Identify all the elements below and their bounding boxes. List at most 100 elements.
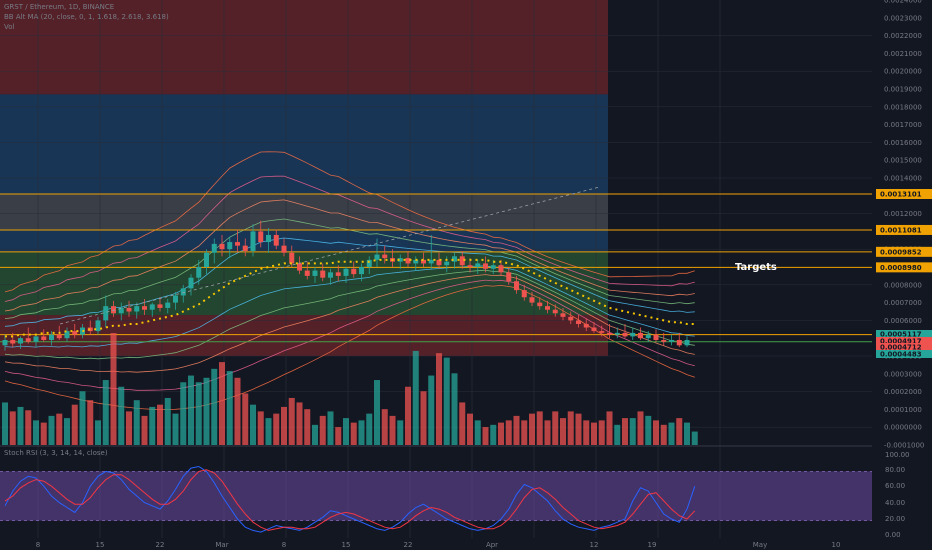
volume-bar: [443, 357, 450, 445]
candle-body: [266, 234, 271, 243]
candle-body: [676, 339, 682, 346]
band-line: [4, 274, 695, 373]
price-tick: 0.0014000: [884, 175, 922, 183]
candle-body: [359, 267, 364, 275]
candle-body: [374, 254, 380, 260]
time-axis[interactable]: 8 15 22 Mar 8 15 22 Apr 12 19 May 10: [36, 541, 841, 549]
ma-basis: [5, 258, 695, 338]
volume-bar: [56, 413, 63, 445]
volume-bar: [374, 380, 380, 445]
volume-bar: [637, 411, 644, 445]
candle-body: [33, 336, 39, 342]
band-line: [4, 237, 695, 327]
volume-bar: [71, 404, 78, 445]
volume-bar: [312, 424, 318, 445]
candle-body: [661, 339, 667, 342]
candle-body: [87, 327, 93, 332]
volume-bar: [87, 400, 94, 445]
last-price-tag-label: 0.0005117: [880, 331, 922, 339]
volume-bar: [95, 420, 101, 445]
volume-bar: [467, 413, 473, 445]
volume-bar: [622, 418, 628, 445]
volume-bar: [552, 411, 559, 445]
time-tick: 15: [96, 541, 105, 549]
volume-bar: [110, 333, 117, 445]
price-axis[interactable]: 0.0024000 0.0023000 0.0022000 0.0021000 0.00…: [872, 0, 932, 550]
level-tag-label: 0.0013101: [880, 191, 922, 199]
candle-body: [475, 263, 481, 267]
candle-body: [320, 270, 326, 278]
volume-bar: [304, 409, 311, 445]
volume-bar: [482, 427, 489, 445]
volume-bar: [327, 411, 334, 445]
volume-bar: [180, 382, 187, 445]
volume-bar: [319, 415, 326, 445]
volume-bar: [157, 404, 163, 445]
candle-body: [103, 306, 109, 321]
price-levels[interactable]: [0, 193, 872, 343]
candle-body: [599, 331, 605, 333]
candle-body: [653, 334, 659, 340]
volume-bar: [281, 406, 287, 445]
last-price-tag-label: 0.0004483: [880, 351, 922, 359]
level-tag: [876, 246, 932, 257]
candle-body: [211, 243, 217, 253]
candle-body: [242, 245, 248, 251]
indicator-legend: BB Alt MA (20, close, 0, 1, 1.618, 2.618…: [4, 13, 169, 21]
volume-bar: [9, 411, 16, 445]
candle-body: [2, 339, 8, 346]
volume-bar: [79, 391, 86, 445]
level-tag-label: 0.0011081: [880, 226, 922, 234]
volume-bar: [118, 386, 125, 445]
band-line: [4, 269, 695, 360]
candle-body: [111, 306, 116, 314]
trend-line: [59, 186, 601, 325]
stoch-tick-40: 40.00: [885, 499, 905, 507]
zone-band: [0, 0, 608, 95]
volume-bar: [2, 402, 8, 445]
volume-bar: [474, 420, 481, 445]
candle-body: [235, 242, 240, 246]
volume-bar: [490, 424, 497, 445]
volume-bar: [203, 377, 210, 445]
zone-band: [0, 341, 608, 356]
price-tick: 0.0001000: [884, 406, 922, 414]
candle-body: [10, 339, 16, 344]
candle-body: [366, 259, 372, 267]
candle-body: [165, 302, 171, 308]
candle-body: [684, 339, 690, 346]
price-tick: 0.0021000: [884, 50, 922, 58]
level-tag: [876, 189, 932, 200]
time-tick: 8: [282, 541, 286, 549]
volume-bar: [684, 422, 690, 445]
candle-body: [281, 245, 287, 253]
candle-body: [312, 270, 318, 276]
candle-body: [459, 256, 465, 266]
stoch-rsi-pane: [0, 465, 872, 533]
price-tick: 0.0019000: [884, 86, 922, 94]
band-line: [4, 265, 695, 348]
volume-bar: [64, 418, 70, 445]
time-tick: 22: [156, 541, 165, 549]
volume-bar: [102, 380, 109, 445]
volume-bar: [436, 353, 442, 445]
candle-body: [95, 320, 101, 332]
time-tick: May: [753, 541, 767, 549]
volume-bar: [560, 418, 566, 445]
volume-bar: [529, 413, 535, 445]
candle-body: [118, 307, 124, 314]
volume-bar: [234, 377, 241, 445]
volume-bars: [2, 333, 698, 445]
volume-bar: [257, 411, 264, 445]
symbol-title: GRST / Ethereum, 1D, BINANCE: [4, 3, 115, 11]
candle-body: [56, 334, 62, 339]
stoch-band: [0, 471, 872, 521]
price-tick: -0.0001000: [884, 442, 924, 450]
candle-body: [436, 259, 442, 266]
candle-body: [72, 331, 78, 335]
stoch-d-line: [4, 469, 696, 531]
last-price-tag: [876, 337, 932, 345]
volume-bar: [25, 410, 32, 445]
price-tick: 0.0000000: [884, 424, 922, 432]
